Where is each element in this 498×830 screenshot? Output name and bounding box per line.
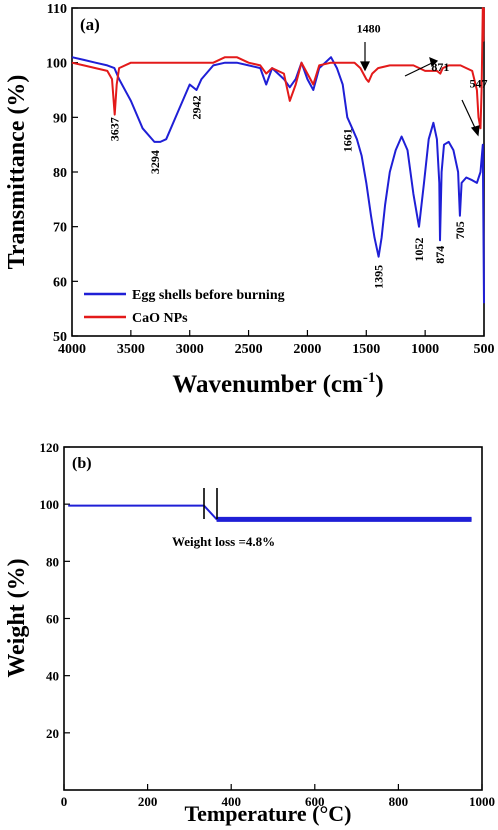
peak-label: 705: [453, 221, 467, 239]
panel-b-annotation: Weight loss =4.8%: [172, 534, 275, 549]
panel-a-y-tick-label: 90: [53, 111, 67, 126]
peak-label: 2942: [190, 96, 204, 120]
panel-a-legend: Egg shells before burning CaO NPs: [84, 288, 285, 326]
panel-a-x-tick-label: 3500: [117, 342, 145, 357]
panel-b-x-axis-title: Temperature (°C): [184, 801, 351, 826]
panel-a-x-tick-label: 2500: [235, 342, 263, 357]
panel-a-ftir-chart: 4000 3500 3000 2500 2000 1500 1000 500 50 60 70 80…: [4, 2, 495, 398]
panel-b-y-tick-label: 40: [46, 669, 59, 684]
panel-a-y-tick-label: 60: [53, 275, 67, 290]
peak-label: 874: [433, 246, 447, 264]
panel-b-x-ticks: 0 200 400 600 800 1000: [61, 784, 495, 809]
peak-label: 871: [431, 60, 449, 74]
panel-a-x-axis-title: Wavenumber (cm-1): [172, 370, 383, 398]
panel-b-y-tick-label: 60: [46, 612, 59, 627]
panel-a-arrows: [360, 42, 480, 137]
panel-b-y-ticks: 20 40 60 80 100 120: [40, 440, 70, 741]
panel-a-x-tick-label: 3000: [176, 342, 204, 357]
arrow-1480-head: [360, 61, 370, 72]
peak-label: 3637: [108, 117, 122, 141]
peak-label: 1480: [357, 22, 381, 36]
panel-b-y-tick-label: 100: [40, 497, 60, 512]
peak-label: 547: [469, 76, 487, 90]
panel-b-x-tick-label: 1000: [469, 794, 495, 809]
arrow-871-head: [429, 56, 439, 68]
panel-a-y-tick-label: 70: [53, 221, 67, 236]
panel-b-plot-frame: [63, 446, 483, 791]
panel-b-y-tick-label: 120: [40, 440, 60, 455]
legend-label-cao: CaO NPs: [132, 311, 188, 326]
arrow-871: [404, 61, 435, 77]
panel-b-label: (b): [72, 455, 92, 472]
panel-b-x-tick-label: 800: [389, 794, 409, 809]
arrow-547: [461, 99, 477, 131]
panel-b-weight-chart: 0 200 400 600 800 1000 20 40 60 80 100 120 (b) Wei…: [4, 440, 495, 826]
panel-a-series: [71, 7, 485, 304]
panel-a-label: (a): [80, 15, 100, 34]
panel-b-y-tick-label: 80: [46, 554, 59, 569]
legend-label-egg-shells: Egg shells before burning: [132, 288, 285, 303]
panel-a-y-tick-label: 80: [53, 166, 67, 181]
panel-b-step-markers: [203, 488, 218, 519]
panel-a-x-tick-label: 1000: [411, 342, 439, 357]
panel-b-x-tick-label: 400: [221, 794, 241, 809]
panel-a-x-tick-label: 1500: [352, 342, 380, 357]
arrow-547-head: [470, 125, 480, 137]
panel-b-series: [68, 504, 472, 522]
panel-b-x-tick-label: 0: [61, 794, 68, 809]
panel-a-y-tick-label: 110: [47, 2, 67, 17]
peak-label: 1661: [340, 128, 354, 152]
panel-a-plot-frame: [71, 7, 485, 337]
panel-a-x-ticks: 4000 3500 3000 2500 2000 1500 1000 500: [58, 330, 495, 357]
panel-b-x-tick-label: 200: [138, 794, 158, 809]
panel-a-y-axis-title: Transmittance (%): [4, 75, 30, 270]
panel-b-x-tick-label: 600: [305, 794, 325, 809]
series-line-cao: [71, 7, 485, 130]
panel-a-x-tick-label: 4000: [58, 342, 86, 357]
panel-a-y-ticks: 50 60 70 80 90 100 110: [46, 2, 78, 345]
panel-a-y-tick-label: 100: [46, 57, 67, 72]
x-title-end: ): [375, 371, 383, 398]
peak-label: 1052: [412, 238, 426, 262]
panel-b-y-tick-label: 20: [46, 726, 59, 741]
panel-a-y-tick-label: 50: [53, 330, 67, 345]
panel-b-y-axis-title: Weight (%): [4, 558, 30, 677]
peak-label: 3294: [148, 150, 162, 174]
x-title-sup: -1: [363, 370, 376, 386]
series-line-egg-shells: [71, 56, 485, 304]
panel-a-peak-labels: 3637 3294 2942 1661 1395 1052 874 705 1480 871 547: [108, 22, 488, 289]
peak-label: 1395: [372, 265, 386, 289]
x-title-main: Wavenumber (cm: [172, 371, 363, 398]
panel-a-x-tick-label: 500: [474, 342, 495, 357]
panel-a-x-tick-label: 2000: [293, 342, 321, 357]
